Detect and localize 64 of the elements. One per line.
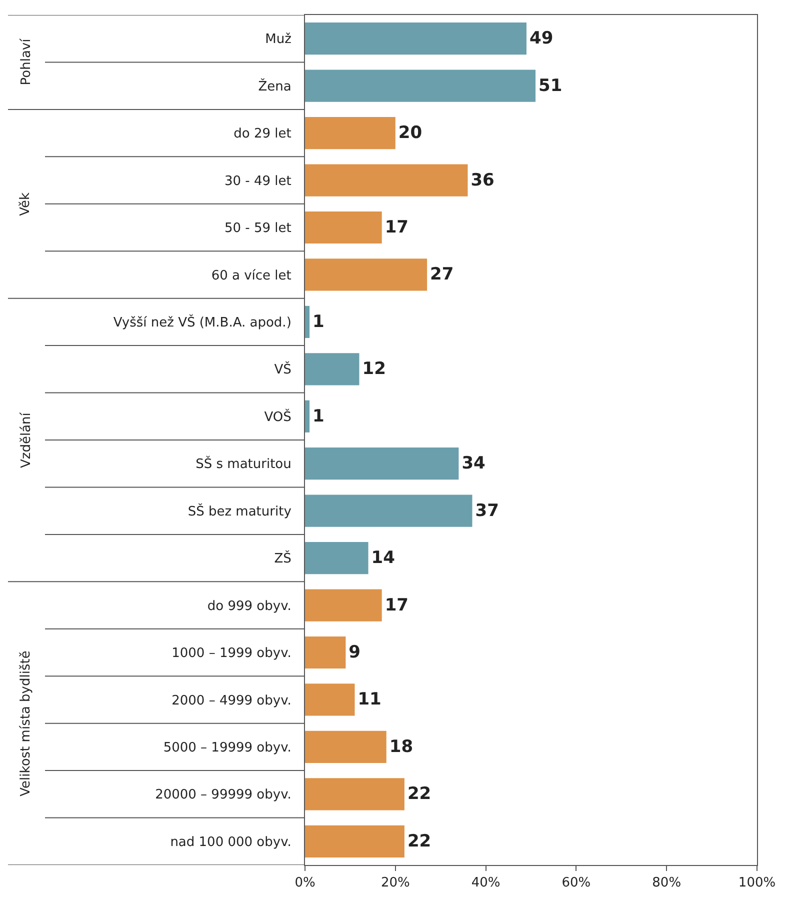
- y-tick-label: 50 - 59 let: [224, 221, 292, 236]
- bar: [305, 542, 368, 574]
- x-tick-label: 80%: [652, 876, 682, 891]
- x-tick-label: 0%: [294, 876, 316, 891]
- data-label: 49: [529, 28, 554, 49]
- bar: [305, 730, 386, 763]
- data-label: 36: [470, 170, 494, 190]
- data-label: 1: [312, 406, 324, 426]
- x-tick-label: 40%: [471, 876, 500, 891]
- data-label: 9: [348, 642, 361, 662]
- bar: [305, 117, 396, 150]
- y-tick-label: 2000 – 4999 obyv.: [172, 693, 292, 708]
- bar: [305, 70, 536, 102]
- x-tick-label: 100%: [738, 876, 776, 891]
- data-label: 22: [407, 831, 432, 852]
- bar: [305, 778, 404, 810]
- y-tick-label: Vyšší než VŠ (M.B.A. apod.): [113, 313, 292, 330]
- bar: [305, 494, 472, 527]
- data-label: 22: [407, 784, 432, 804]
- data-label: 12: [362, 359, 386, 380]
- text: Věk: [18, 192, 34, 216]
- y-tick-label: VŠ: [274, 360, 292, 378]
- bar: [305, 22, 526, 55]
- bar: [305, 306, 310, 338]
- data-label: 37: [475, 500, 499, 521]
- bar: [305, 448, 459, 480]
- y-tick-label: ZŠ: [274, 550, 292, 567]
- bar: [305, 211, 382, 244]
- data-label: 17: [384, 595, 409, 616]
- y-tick-label: 20000 – 99999 obyv.: [155, 788, 292, 803]
- y-tick-label: VOŠ: [264, 408, 292, 425]
- y-tick-label: nad 100 000 obyv.: [170, 834, 292, 850]
- bar: [305, 258, 428, 291]
- data-label: 20: [398, 123, 422, 144]
- x-tick-label: 60%: [562, 876, 591, 891]
- bar: [305, 825, 404, 858]
- data-label: 11: [358, 690, 382, 710]
- data-label: 18: [389, 736, 414, 757]
- y-tick-label: SŠ s maturitou: [196, 455, 292, 472]
- bar: [305, 636, 346, 669]
- y-tick-label: Žena: [258, 77, 292, 94]
- bar: [305, 589, 382, 622]
- text: Pohlaví: [18, 38, 34, 86]
- data-label: 27: [430, 264, 454, 285]
- data-label: 17: [384, 218, 409, 238]
- bar: [305, 164, 468, 196]
- bar: [305, 684, 355, 716]
- y-tick-label: 1000 – 1999 obyv.: [172, 646, 292, 662]
- y-tick-label: SŠ bez maturity: [188, 502, 292, 520]
- text: Velikost místa bydliště: [18, 650, 34, 796]
- y-tick-label: 30 - 49 let: [224, 174, 292, 189]
- text: Vzdělání: [19, 412, 34, 468]
- y-tick-label: 5000 – 19999 obyv.: [163, 740, 292, 756]
- data-label: 51: [538, 76, 562, 96]
- bar: [305, 353, 360, 386]
- bar: [305, 400, 310, 432]
- y-tick-label: Muž: [265, 32, 292, 48]
- data-label: 14: [371, 548, 396, 568]
- y-tick-label: do 29 let: [234, 126, 292, 142]
- data-label: 1: [312, 312, 324, 332]
- data-label: 34: [462, 454, 486, 474]
- x-tick-label: 20%: [380, 876, 410, 891]
- y-tick-label: 60 a více let: [211, 268, 292, 284]
- y-tick-label: do 999 obyv.: [207, 598, 292, 614]
